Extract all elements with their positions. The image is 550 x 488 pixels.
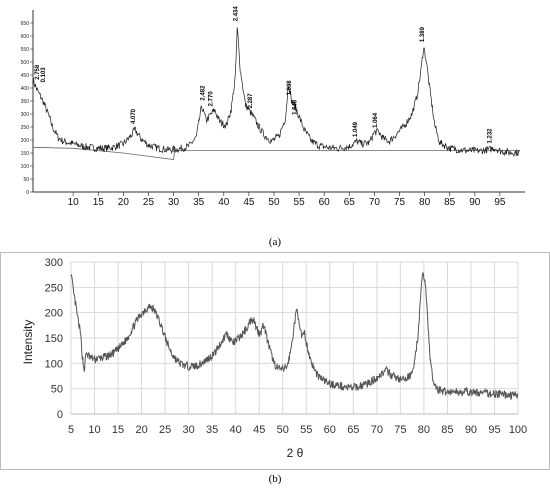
- chart-a-x-tick-label: 30: [168, 197, 180, 208]
- chart-a-peak-label: 4.070: [131, 108, 137, 124]
- chart-b-x-tick-label: 45: [253, 424, 265, 436]
- chart-a-baseline-line: [32, 146, 520, 160]
- chart-a-peak-label: 1.049: [353, 121, 359, 137]
- chart-a-x-tick-label: 90: [469, 197, 481, 208]
- chart-a-peak-label: 1.898: [287, 80, 293, 96]
- chart-a-peak-label: 2.287: [248, 93, 254, 109]
- chart-a-x-tick-label: 65: [344, 197, 356, 208]
- chart-a-y-tick-label: 600: [21, 34, 30, 40]
- chart-a-peak-label: 1.064: [373, 112, 379, 128]
- chart-b-y-tick-label: 100: [45, 358, 63, 370]
- chart-b-xlabel: 2 θ: [287, 446, 304, 460]
- chart-a-y-tick-label: 650: [21, 21, 30, 27]
- chart-b-x-tick-label: 55: [300, 424, 312, 436]
- chart-b-y-tick-label: 150: [45, 333, 63, 345]
- chart-b: 0 50 100 150 200 250 300 5 10 15 20 25 30 35 40 45 50 55…: [0, 252, 550, 470]
- chart-a-y-tick-label: 50: [23, 177, 29, 183]
- chart-b-x-tick-label: 30: [183, 424, 195, 436]
- chart-a-x-tick-label: 95: [494, 197, 506, 208]
- chart-a-x-tick-label: 20: [118, 197, 130, 208]
- chart-b-x-tick-label: 20: [135, 424, 147, 436]
- chart-b-caption: (b): [269, 473, 282, 485]
- chart-b-x-tick-label: 100: [509, 424, 527, 436]
- chart-b-x-tick-label: 40: [230, 424, 242, 436]
- chart-a-x-tick-label: 45: [243, 197, 255, 208]
- chart-b-x-tick-label: 95: [488, 424, 500, 436]
- chart-b-x-tick-label: 60: [324, 424, 336, 436]
- chart-b-x-tick-label: 65: [347, 424, 359, 436]
- chart-a: 650600550500450400350300250200150100500 …: [21, 6, 525, 248]
- chart-a-peak-label: 2.758: [35, 64, 41, 80]
- chart-a-series: [32, 27, 520, 158]
- chart-a-x-tick-label: 60: [319, 197, 331, 208]
- chart-a-x-tick-label: 55: [294, 197, 306, 208]
- chart-a-y-tick-label: 150: [21, 151, 30, 157]
- chart-a-y-tick-label: 350: [21, 99, 30, 105]
- chart-a-peak-labels: 2.758 0.103 4.070 2.482 2.770 2.434 2.287 1.898…: [35, 6, 493, 144]
- chart-a-x-tick-label: 10: [68, 197, 80, 208]
- chart-a-y-tick-label: 400: [21, 86, 30, 92]
- chart-a-x-tick-label: 25: [143, 197, 155, 208]
- chart-b-x-tick-label: 10: [88, 424, 100, 436]
- chart-b-x-tick-label: 5: [68, 424, 74, 436]
- chart-b-x-tick-label: 25: [159, 424, 171, 436]
- chart-b-x-tick-label: 75: [394, 424, 406, 436]
- chart-b-ylabel: Intensity: [21, 320, 35, 365]
- chart-a-x-tick-label: 15: [93, 197, 105, 208]
- chart-a-y-tick-label: 500: [21, 60, 30, 66]
- chart-a-x-tick-label: 80: [419, 197, 431, 208]
- chart-b-y-tick-label: 200: [45, 308, 63, 320]
- chart-b-x-tick-label: 85: [441, 424, 453, 436]
- chart-a-series-line: [32, 27, 520, 158]
- chart-a-x-tick-label: 35: [193, 197, 205, 208]
- chart-a-y-tick-label: 300: [21, 112, 30, 118]
- chart-a-caption: (a): [269, 236, 282, 248]
- chart-a-peak-label: 1.648: [293, 99, 299, 115]
- chart-a-peak-label: 1.232: [487, 128, 493, 144]
- chart-b-x-tick-label: 90: [465, 424, 477, 436]
- chart-b-y-tick-label: 250: [45, 282, 63, 294]
- chart-a-y-tick-label: 250: [21, 125, 30, 131]
- chart-a-peak-label: 2.482: [201, 85, 207, 101]
- chart-a-peak-label: 2.770: [209, 91, 215, 107]
- chart-a-y-tick-label: 100: [21, 164, 30, 170]
- chart-a-y-tick-label: 200: [21, 138, 30, 144]
- chart-b-x-ticks: 5 10 15 20 25 30 35 40 45 50 55 60 65 70 75 80 85 90 95 100: [68, 424, 527, 436]
- chart-b-x-tick-label: 80: [418, 424, 430, 436]
- chart-a-x-tick-label: 40: [218, 197, 230, 208]
- chart-a-peak-label: 2.434: [233, 6, 239, 22]
- chart-b-x-tick-label: 50: [277, 424, 289, 436]
- chart-a-x-tick-label: 75: [394, 197, 406, 208]
- chart-a-x-ticks: 10 15 20 25 30 35 40 45 50 55 60 65 70 75 80 85 90 95: [68, 192, 506, 208]
- chart-a-x-tick-label: 70: [369, 197, 381, 208]
- chart-b-y-ticks: 0 50 100 150 200 250 300: [45, 257, 63, 421]
- chart-b-series: [70, 271, 519, 400]
- chart-b-y-tick-label: 0: [57, 409, 63, 421]
- chart-b-series-line: [70, 271, 519, 400]
- chart-b-x-tick-label: 35: [206, 424, 218, 436]
- chart-a-y-tick-label: 550: [21, 47, 30, 53]
- chart-b-x-tick-label: 15: [112, 424, 124, 436]
- chart-a-y-tick-label: 0: [26, 190, 29, 196]
- chart-a-x-tick-label: 50: [268, 197, 280, 208]
- chart-a-x-tick-label: 85: [444, 197, 456, 208]
- chart-b-x-tick-label: 70: [371, 424, 383, 436]
- chart-a-y-tick-label: 450: [21, 73, 30, 79]
- chart-b-y-tick-label: 50: [51, 384, 63, 396]
- chart-a-peak-label: 0.103: [41, 67, 47, 83]
- chart-a-baseline: [32, 146, 520, 160]
- chart-a-peak-label: 1.389: [420, 26, 426, 42]
- chart-b-y-tick-label: 300: [45, 257, 63, 269]
